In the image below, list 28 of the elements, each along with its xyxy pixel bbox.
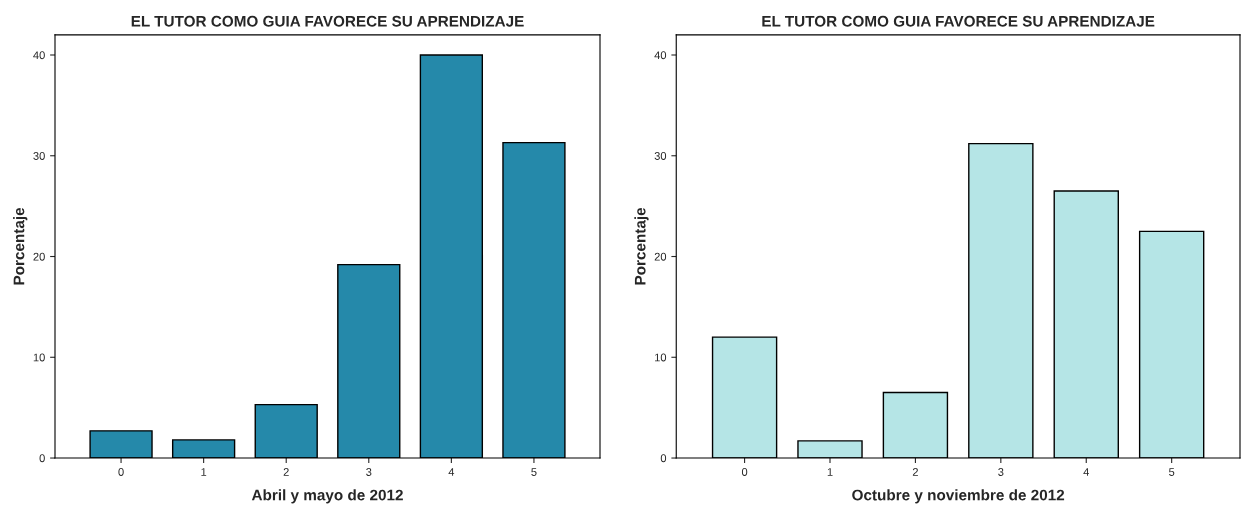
y-tick-label: 40: [33, 51, 45, 60]
x-axis-title: Octubre y noviembre de 2012: [852, 489, 1065, 504]
y-tick-label: 40: [654, 51, 667, 60]
y-tick-label: 0: [660, 454, 667, 463]
y-tick-label: 10: [655, 353, 667, 362]
y-axis-title: Porcentaje: [634, 207, 649, 285]
y-tick-label: 20: [33, 252, 45, 261]
x-tick-label: 5: [1169, 468, 1175, 476]
x-tick-label: 3: [366, 468, 372, 476]
y-tick-label: 30: [33, 152, 45, 160]
chart-title: EL TUTOR COMO GUIA FAVORECE SU APRENDIZAJE: [131, 15, 524, 27]
y-tick-label: 30: [654, 152, 667, 160]
x-tick-label: 0: [741, 468, 748, 476]
x-tick-label: 2: [912, 468, 918, 476]
x-tick-label: 1: [827, 468, 833, 476]
x-tick-label: 5: [531, 468, 537, 476]
x-axis-title: Abril y mayo de 2012: [251, 489, 403, 504]
chart-title: EL TUTOR COMO GUIA FAVORECE SU APRENDIZAJE: [762, 15, 1155, 27]
x-tick-label: 4: [1083, 468, 1090, 476]
y-tick-label: 0: [39, 454, 45, 463]
x-tick-label: 3: [998, 468, 1004, 476]
x-tick-label: 2: [283, 468, 289, 476]
x-tick-label: 0: [118, 468, 124, 476]
y-tick-label: 10: [33, 353, 45, 362]
x-tick-label: 1: [201, 468, 207, 476]
y-axis-title: Porcentaje: [13, 207, 28, 285]
x-tick-label: 4: [448, 468, 455, 476]
y-tick-label: 20: [654, 252, 667, 261]
